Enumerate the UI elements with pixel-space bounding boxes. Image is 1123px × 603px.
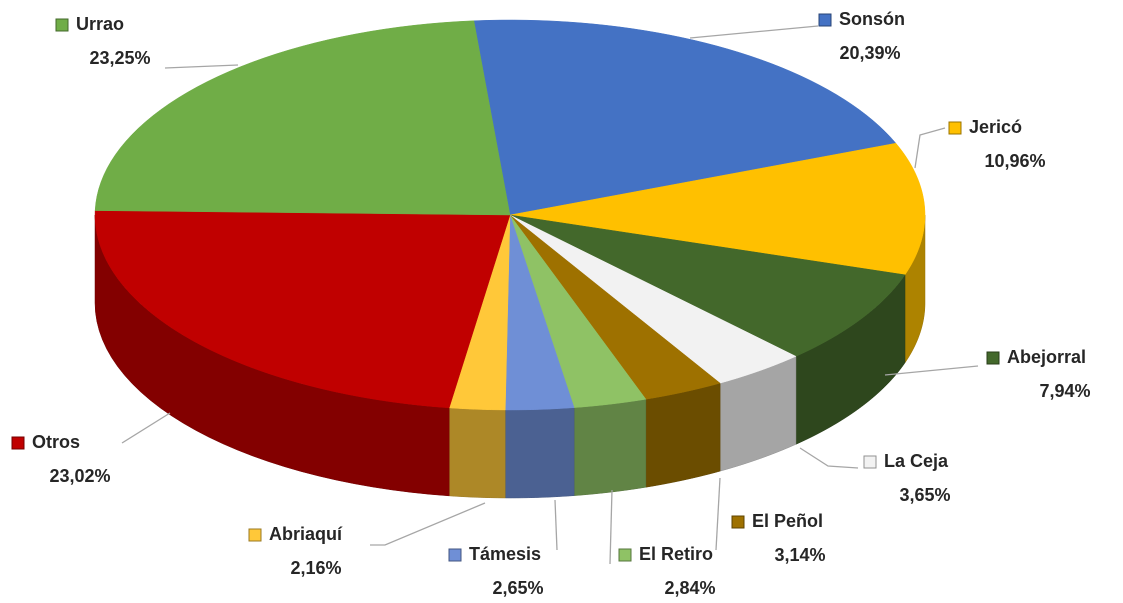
legend-marker [818,13,832,27]
pie-slice [94,20,511,216]
leader-line [715,477,721,551]
pie-slice [509,214,647,408]
legend-marker [731,515,745,529]
leader-line [121,412,171,444]
legend-marker [986,351,1000,365]
slice-name: Otros [32,432,80,452]
slice-name: Urrao [76,14,124,34]
pie-side [573,398,647,496]
pie-slice [509,142,926,276]
leader-line [554,499,558,551]
pie-side [645,382,721,488]
pie-slice [509,214,906,357]
pie-side [505,407,575,499]
legend-marker [55,18,69,32]
slice-value: 3,14% [774,545,825,565]
pie-slice [509,214,721,400]
pie-slice [509,214,797,384]
slice-value: 3,65% [899,485,950,505]
leader-line [884,365,979,376]
leader-line [914,127,946,169]
legend-marker [448,548,462,562]
slice-name: Abriaquí [269,524,343,544]
slice-value: 2,84% [664,578,715,598]
legend-marker [948,121,962,135]
slice-name: La Ceja [884,451,949,471]
leader-line [370,502,486,546]
slice-name: Jericó [969,117,1022,137]
pie-side [448,407,506,499]
slice-name: Támesis [469,544,541,564]
slice-value: 2,16% [290,558,341,578]
slice-name: El Retiro [639,544,713,564]
slice-value: 20,39% [839,43,900,63]
legend-marker [248,528,262,542]
legend-marker [618,548,632,562]
slice-name: Sonsón [839,9,905,29]
legend-marker [11,436,25,450]
leader-line [799,447,859,469]
pie-slice [473,19,897,216]
leader-line [689,25,819,39]
slice-value: 10,96% [984,151,1045,171]
slice-value: 23,02% [49,466,110,486]
slice-value: 7,94% [1039,381,1090,401]
slice-name: El Peñol [752,511,823,531]
legend-marker [863,455,877,469]
leader-line [609,489,613,565]
slice-value: 23,25% [89,48,150,68]
slice-name: Abejorral [1007,347,1086,367]
pie-slice [505,214,575,411]
leader-line [164,64,239,69]
pie-slice [94,210,511,409]
slice-value: 2,65% [492,578,543,598]
